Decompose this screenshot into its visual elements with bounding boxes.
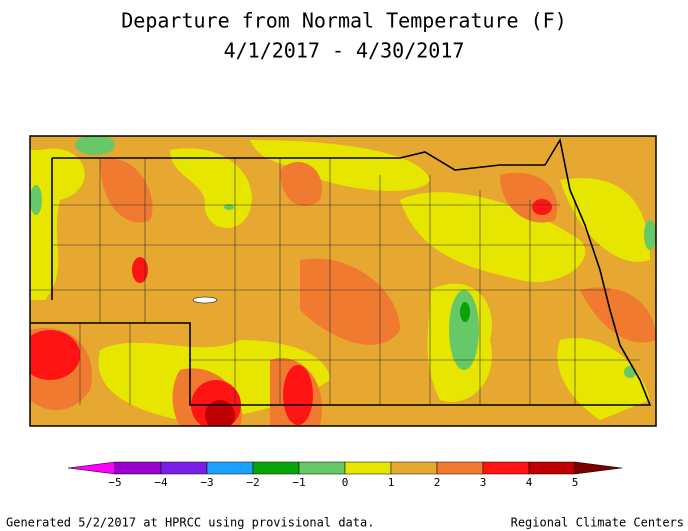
legend-swatch: [252, 461, 300, 475]
legend-swatch: [298, 461, 346, 475]
legend-under-arrow: [67, 461, 116, 475]
legend-swatch: [528, 461, 576, 475]
legend-label: 2: [434, 476, 441, 489]
legend-label: 5: [572, 476, 579, 489]
footer-right: Regional Climate Centers: [511, 516, 684, 530]
legend-label: 1: [388, 476, 395, 489]
legend-label: −2: [246, 476, 259, 489]
legend-swatch: [160, 461, 208, 475]
legend-swatch: [206, 461, 254, 475]
map: [29, 135, 657, 427]
legend-label: −1: [292, 476, 305, 489]
title: Departure from Normal Temperature (F): [121, 9, 567, 33]
legend-label: −4: [154, 476, 168, 489]
legend-swatch: [344, 461, 392, 475]
legend-over-arrow: [574, 461, 623, 475]
legend-label: 4: [526, 476, 533, 489]
legend-swatch: [436, 461, 484, 475]
legend-swatch: [390, 461, 438, 475]
legend-swatch: [482, 461, 530, 475]
legend-label: 0: [342, 476, 349, 489]
footer-left: Generated 5/2/2017 at HPRCC using provis…: [6, 516, 374, 530]
legend: −5 −4 −3 −2 −1 0 1 2 3 4 5: [67, 461, 623, 489]
legend-swatch: [114, 461, 162, 475]
legend-label: −3: [200, 476, 213, 489]
legend-label: −5: [108, 476, 121, 489]
subtitle: 4/1/2017 - 4/30/2017: [224, 39, 465, 63]
legend-label: 3: [480, 476, 487, 489]
